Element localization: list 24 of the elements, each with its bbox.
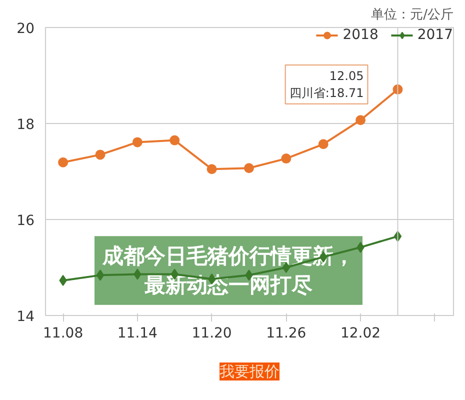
point xyxy=(58,157,68,168)
x-tick-label: 11.20 xyxy=(192,326,232,342)
point xyxy=(96,270,104,281)
point xyxy=(244,163,254,174)
x-tick-label: 12.02 xyxy=(340,326,381,342)
point xyxy=(281,154,292,164)
point xyxy=(132,137,142,148)
y-tick-label: 20 xyxy=(16,21,35,37)
point xyxy=(356,115,366,126)
annotation: 12.05 四川省:18.71 xyxy=(289,69,364,100)
x-tick-label: 11.08 xyxy=(43,326,84,342)
x-tick-label: 11.26 xyxy=(266,326,306,342)
legend-label: 2017 xyxy=(417,27,453,43)
point xyxy=(95,150,106,160)
text: 单位：元/公斤 xyxy=(371,8,454,22)
y-tick-label: 18 xyxy=(16,117,35,133)
point xyxy=(206,164,217,174)
legend-label: 2018 xyxy=(342,27,378,43)
y-tick-label: 16 xyxy=(16,213,35,229)
x-tick-label: 11.14 xyxy=(117,326,158,342)
y-tick-label: 14 xyxy=(16,309,35,325)
point xyxy=(318,139,328,150)
text: 我要报价 xyxy=(220,362,280,380)
point xyxy=(170,135,180,146)
